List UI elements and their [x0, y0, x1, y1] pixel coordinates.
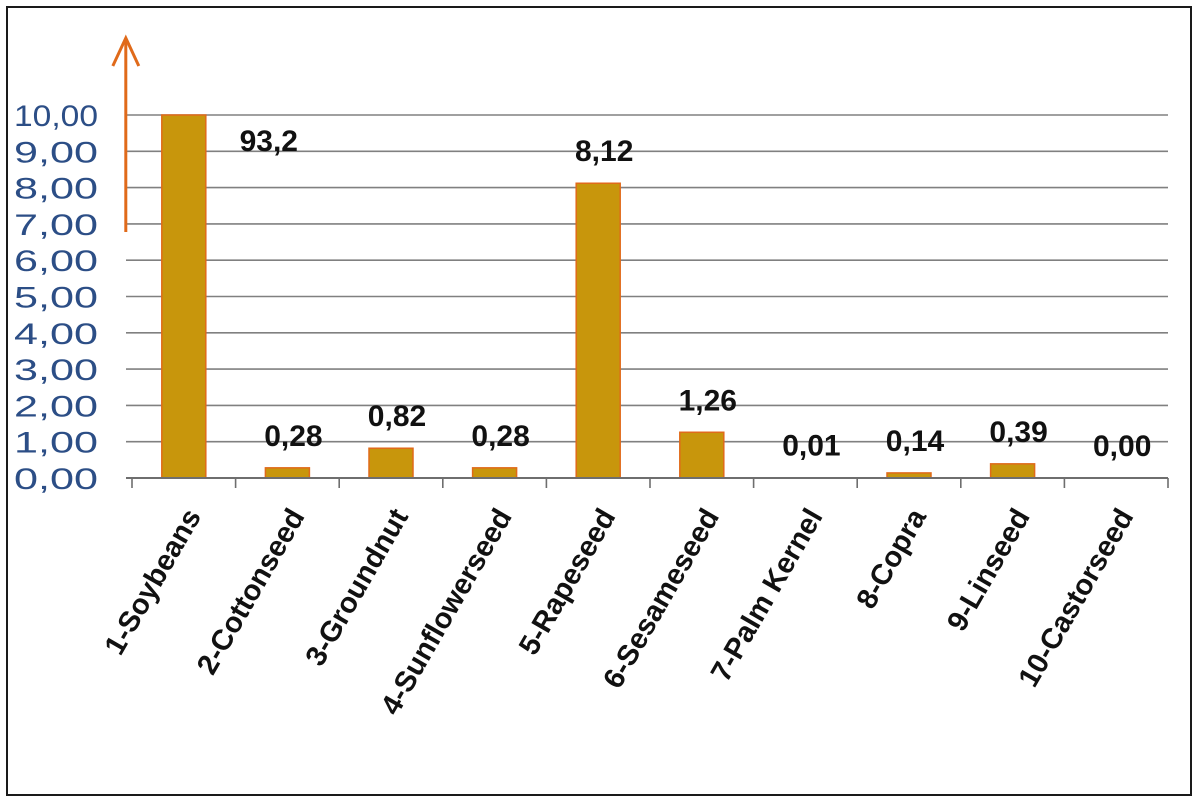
y-tick-label: 6,00 [14, 245, 98, 278]
x-axis [126, 477, 1169, 488]
x-tick-label: 3-Groundnut [300, 503, 416, 671]
data-label: 93,2 [240, 125, 298, 158]
data-labels: 93,2 0,28 0,82 0,28 8,12 1,26 0,01 0,14 0,39 0,00 [240, 125, 1152, 463]
data-label: 0,00 [1093, 430, 1151, 463]
y-tick-label: 1,00 [14, 427, 98, 460]
bar [575, 182, 621, 479]
y-tick-label: 0,00 [14, 463, 98, 496]
overflow-arrow [111, 34, 141, 232]
bar [161, 114, 207, 479]
bars [161, 114, 1036, 479]
y-tick-label: 4,00 [14, 318, 98, 351]
data-label: 0,28 [471, 420, 529, 453]
x-tick-label: 2-Cottonseed [191, 504, 311, 680]
y-tick-label: 10,00 [14, 100, 98, 133]
x-tick-label: 5-Rapeseed [513, 504, 622, 661]
bar [679, 431, 725, 479]
x-axis-ticks: 1-Soybeans2-Cottonseed3-Groundnut4-Sunfl… [99, 503, 1141, 721]
y-tick-label: 2,00 [14, 390, 98, 423]
bar [264, 467, 311, 479]
x-tick-label: 7-Palm Kernel [705, 504, 829, 688]
x-tick-label: 9-Linseed [941, 504, 1036, 637]
y-tick-label: 5,00 [14, 282, 98, 315]
y-tick-label: 7,00 [14, 209, 98, 242]
arrow-head [111, 34, 141, 67]
x-tick-label: 10-Castorseed [1013, 504, 1141, 693]
data-label: 0,39 [989, 416, 1047, 449]
bar [471, 467, 518, 479]
bar [989, 463, 1036, 479]
y-tick-label: 9,00 [14, 136, 98, 169]
data-label: 0,14 [886, 425, 945, 458]
y-tick-label: 8,00 [14, 173, 98, 206]
y-tick-label: 3,00 [14, 354, 98, 387]
data-label: 0,01 [782, 430, 840, 463]
data-label: 1,26 [679, 384, 737, 417]
x-tick-label: 8-Copra [851, 503, 934, 615]
x-tick-label: 6-Sesameseed [597, 504, 725, 695]
x-tick-label: 1-Soybeans [99, 504, 208, 661]
data-label: 0,82 [368, 400, 426, 433]
data-label: 8,12 [575, 135, 633, 168]
bar [368, 447, 414, 479]
gridlines [126, 114, 1168, 443]
y-axis-ticks: 0,001,00 2,003,004,005,00 6,007,008,00 9,00… [14, 100, 98, 496]
data-label: 0,28 [264, 420, 322, 453]
